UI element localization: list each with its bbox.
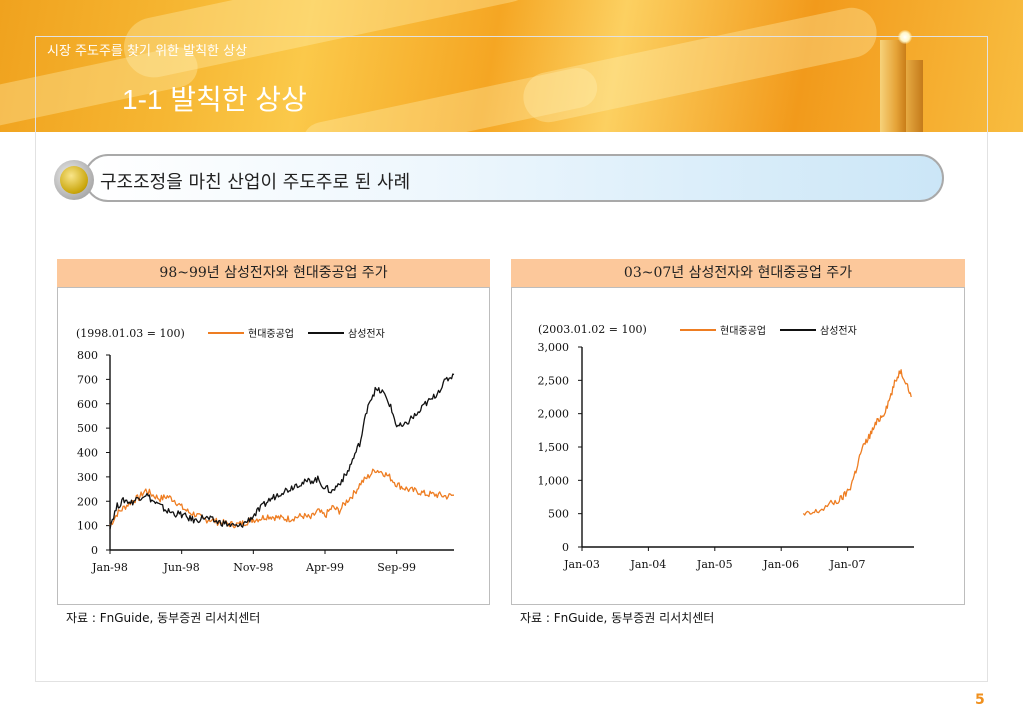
- series-line-삼성전자: [109, 373, 455, 530]
- legend-label: 현대중공업: [720, 324, 766, 337]
- chart-1-title: 98~99년 삼성전자와 현대중공업 주가: [57, 259, 490, 287]
- chart-1: 0 100 200 300 400 500 600 700 800 Jan-98 Jun-98 Nov…: [76, 327, 455, 574]
- x-tick-label: Jan-05: [696, 558, 733, 571]
- page-title: 1-1 발칙한 상상: [122, 84, 307, 115]
- chart-2-source: 자료 : FnGuide, 동부증권 리서치센터: [520, 611, 715, 625]
- y-tick-label: 600: [77, 398, 98, 411]
- x-tick-label: Jan-07: [829, 558, 866, 571]
- x-tick-label: Jan-03: [563, 558, 600, 571]
- x-tick-label: Sep-99: [377, 561, 416, 574]
- y-tick-label: 2,500: [538, 374, 570, 387]
- y-tick-label: 400: [77, 447, 98, 460]
- header-subtitle: 시장 주도주를 찾기 위한 발칙한 상상: [47, 44, 248, 59]
- x-tick-label: Jan-04: [630, 558, 667, 571]
- section-heading-bar: [84, 154, 944, 202]
- y-tick-label: 1,500: [538, 441, 570, 454]
- legend-label: 삼성전자: [348, 328, 385, 340]
- y-tick-label: 0: [91, 544, 98, 557]
- y-tick-label: 800: [77, 349, 98, 362]
- y-tick-label: 500: [548, 508, 569, 521]
- chart-note: (2003.01.02 = 100): [538, 323, 647, 336]
- building-graphic: [880, 40, 906, 132]
- header-banner: [0, 0, 1023, 132]
- building-graphic-back: [905, 60, 923, 132]
- chart-1-source: 자료 : FnGuide, 동부증권 리서치센터: [66, 611, 261, 625]
- content-frame: [35, 36, 988, 682]
- series-line-현대중공업: [802, 369, 912, 516]
- chart-1-panel: 0 100 200 300 400 500 600 700 800 Jan-98 Jun-98 Nov…: [57, 287, 490, 605]
- chart-2: 0 500 1,000 1,500 2,000 2,500 3,000 Jan-03 Jan-0…: [538, 323, 914, 571]
- x-tick-label: Apr-99: [305, 561, 344, 574]
- y-tick-label: 3,000: [538, 341, 570, 354]
- chart-2-panel: 0 500 1,000 1,500 2,000 2,500 3,000 Jan-03 Jan-0…: [511, 287, 965, 605]
- x-tick-label: Nov-98: [233, 561, 273, 574]
- sparkle-icon: [898, 30, 912, 44]
- y-tick-label: 200: [77, 495, 98, 508]
- x-tick-label: Jan-06: [762, 558, 799, 571]
- legend-label: 현대중공업: [248, 327, 294, 340]
- series-line-현대중공업: [109, 468, 454, 529]
- legend-label: 삼성전자: [820, 325, 857, 337]
- chart-2-title: 03~07년 삼성전자와 현대중공업 주가: [511, 259, 965, 287]
- section-heading: 구조조정을 마친 산업이 주도주로 된 사례: [100, 172, 411, 193]
- bullet-icon: [60, 166, 88, 194]
- y-tick-label: 0: [562, 541, 569, 554]
- y-tick-label: 1,000: [538, 474, 570, 487]
- page-number: 5: [975, 692, 985, 708]
- x-tick-label: Jan-98: [91, 561, 128, 574]
- y-tick-label: 100: [77, 520, 98, 533]
- y-tick-label: 500: [77, 422, 98, 435]
- x-tick-label: Jun-98: [163, 561, 200, 574]
- chart-note: (1998.01.03 = 100): [76, 327, 185, 340]
- y-tick-label: 300: [77, 471, 98, 484]
- y-tick-label: 2,000: [538, 408, 570, 421]
- y-tick-label: 700: [77, 373, 98, 386]
